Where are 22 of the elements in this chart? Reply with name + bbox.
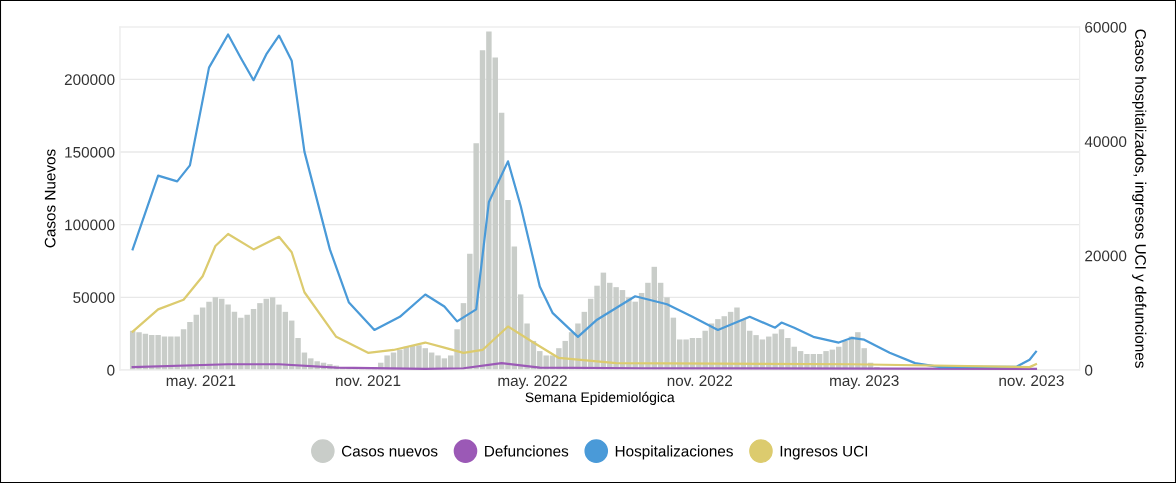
y-tick-label: 200000 bbox=[64, 74, 115, 86]
y2-tick-label: 0 bbox=[1085, 364, 1093, 376]
x-tick-label: may. 2023 bbox=[830, 375, 899, 390]
legend-label: Ingresos UCI bbox=[780, 445, 868, 460]
x-axis-title: Semana Epidemiológica bbox=[525, 391, 675, 405]
y-tick-label: 50000 bbox=[73, 292, 115, 304]
legend-label: Casos nuevos bbox=[341, 445, 438, 457]
legend-label: Hospitalizaciones bbox=[615, 445, 733, 460]
x-tick-label: nov. 2021 bbox=[336, 375, 401, 387]
y-tick-label: 0 bbox=[107, 364, 115, 376]
x-tick-label: nov. 2023 bbox=[999, 375, 1064, 387]
y2-axis-title: Casos hospitalizados, ingresos UCI y defunciones bbox=[1132, 29, 1147, 368]
y2-tick-label: 60000 bbox=[1085, 21, 1127, 33]
x-tick-label: may. 2021 bbox=[166, 375, 236, 390]
y-axis-title: Casos Nuevos bbox=[44, 149, 56, 248]
legend-label: Defunciones bbox=[485, 445, 569, 457]
x-tick-label: nov. 2022 bbox=[667, 375, 732, 387]
y-tick-label: 100000 bbox=[65, 219, 115, 231]
y2-tick-label: 40000 bbox=[1084, 136, 1127, 148]
x-tick-label: may. 2022 bbox=[498, 375, 567, 390]
y-tick-label: 150000 bbox=[65, 146, 115, 158]
y2-tick-label: 20000 bbox=[1085, 250, 1127, 262]
